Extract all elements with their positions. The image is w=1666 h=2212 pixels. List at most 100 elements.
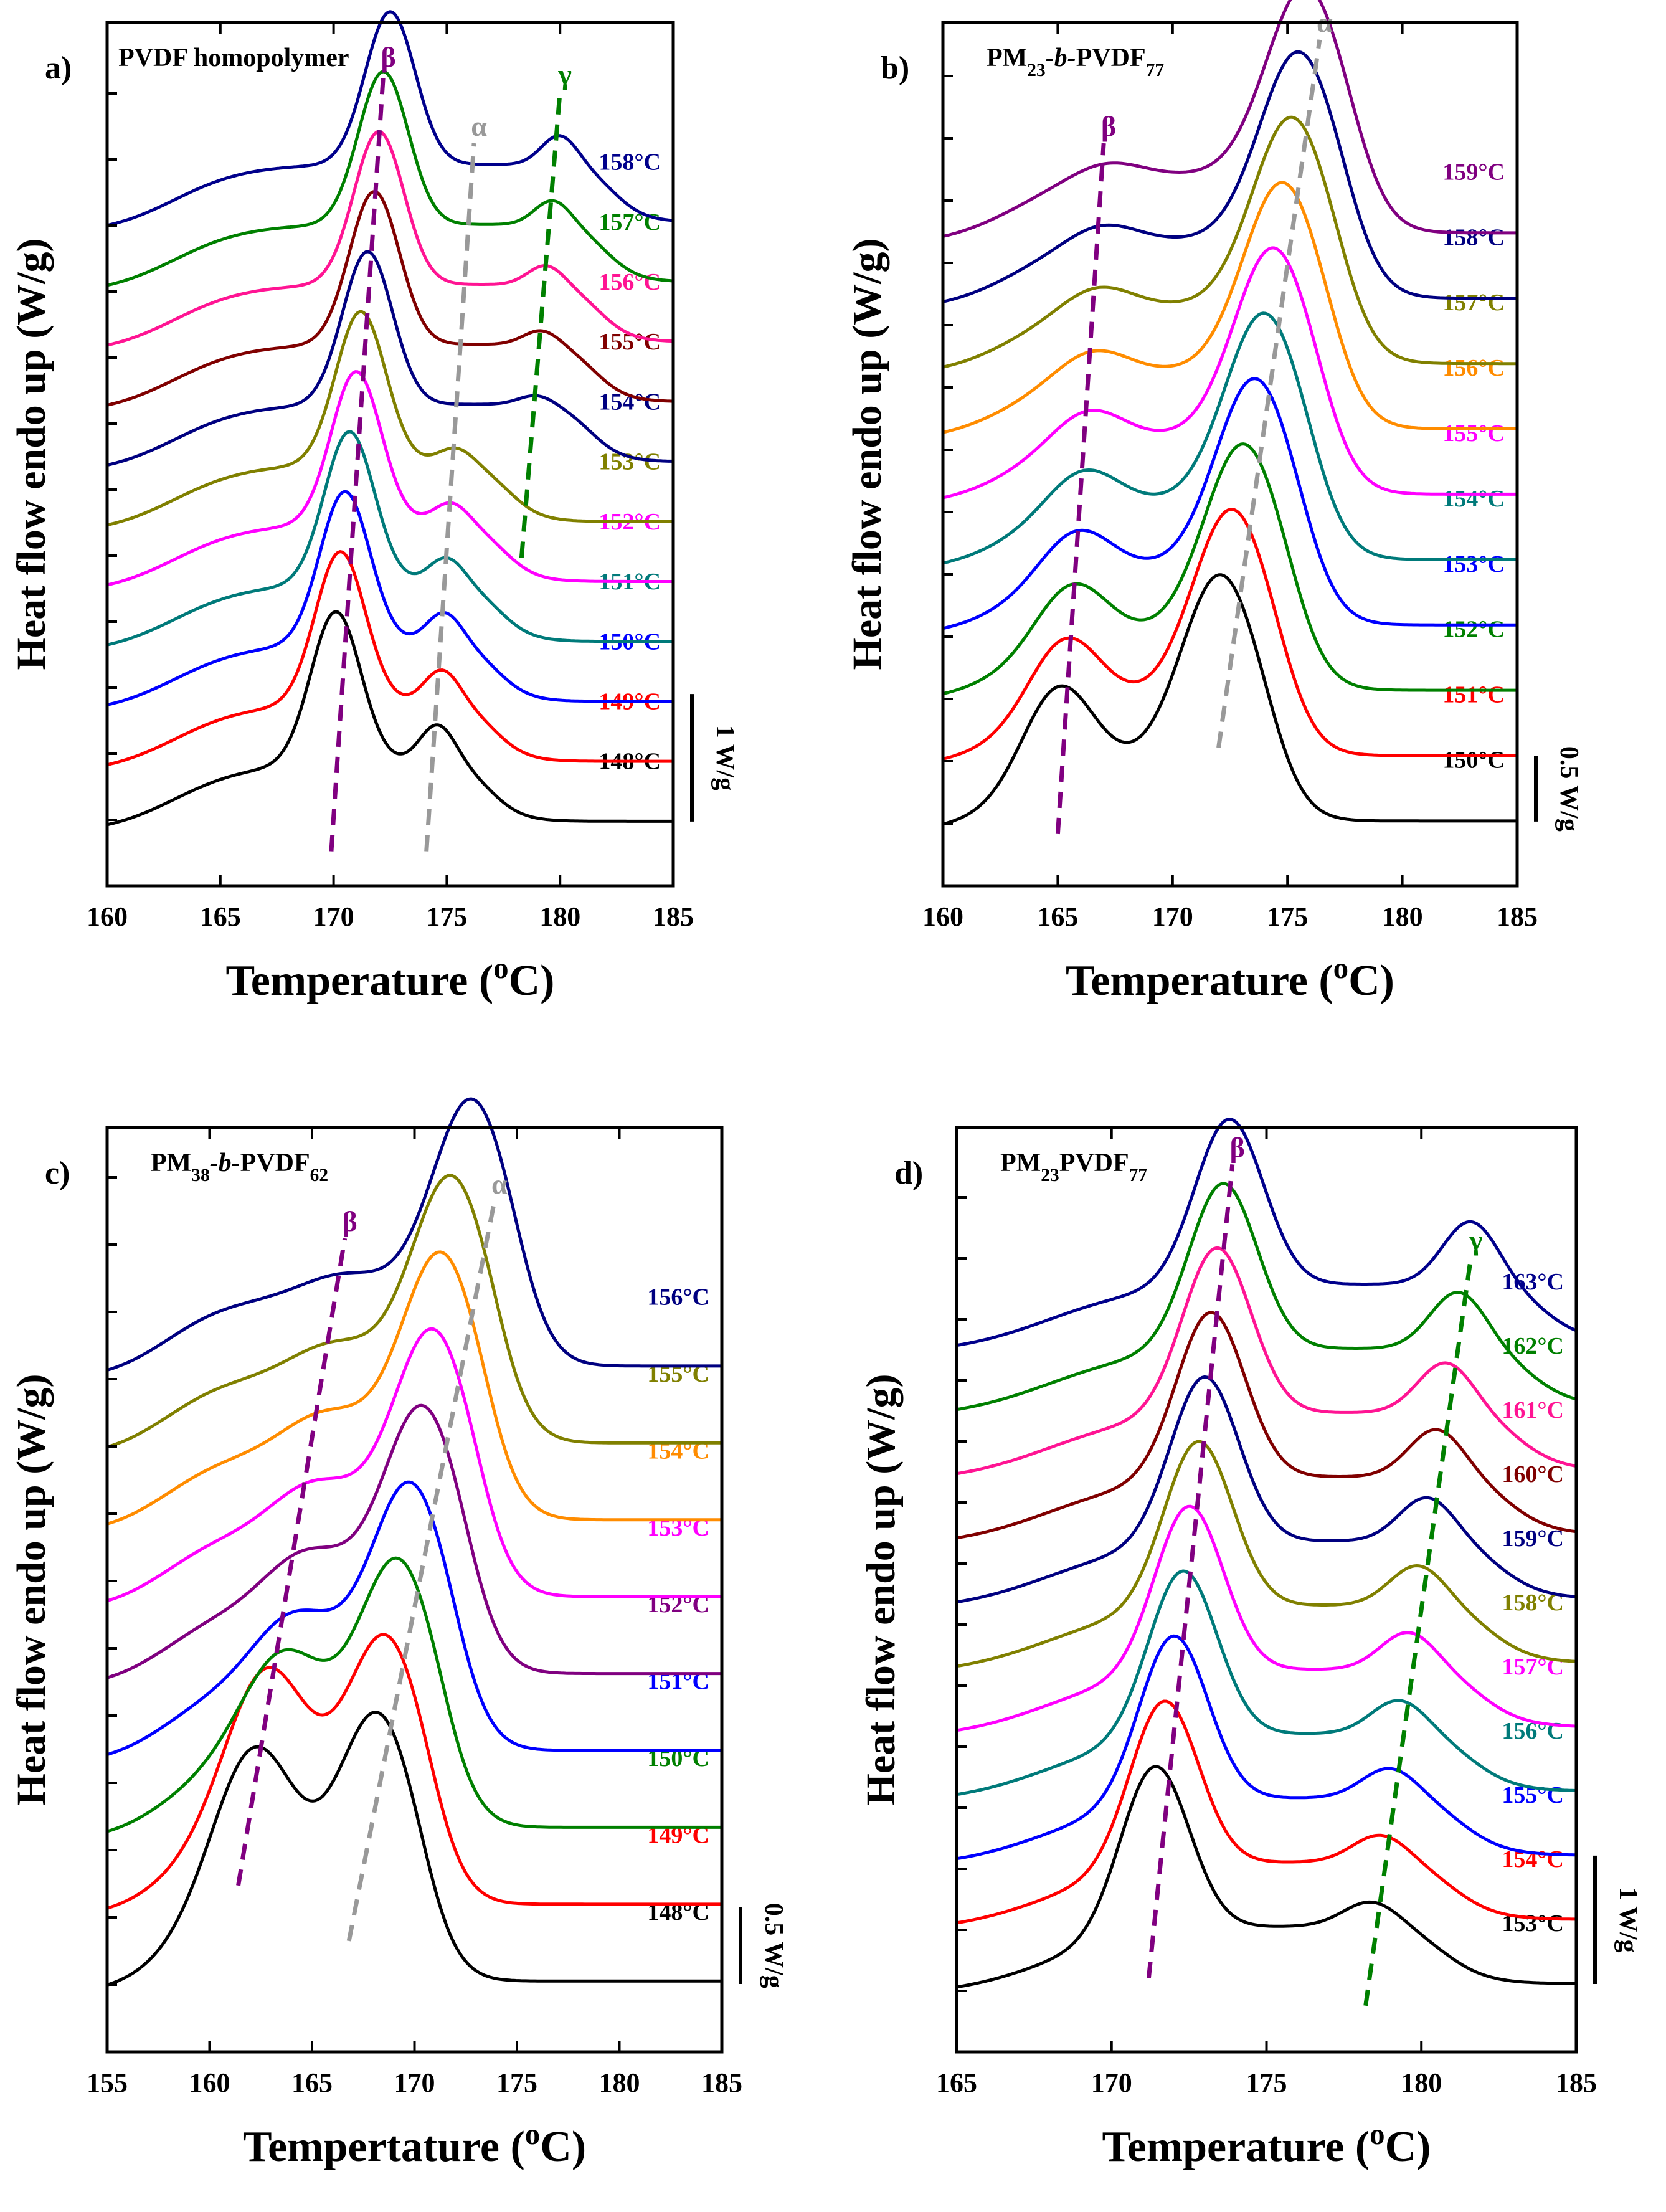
series-label: 162°C [1502, 1333, 1564, 1359]
x-tick-label: 165 [200, 901, 241, 932]
series-label: 154°C [599, 389, 661, 415]
series-label: 159°C [1502, 1526, 1564, 1552]
x-tick-label: 175 [1267, 901, 1308, 932]
series-curve [942, 377, 1517, 630]
series-label: 154°C [1442, 486, 1505, 512]
x-tick-label: 180 [1401, 2067, 1442, 2098]
series-curve [956, 1311, 1577, 1540]
guide-label: β [1101, 110, 1116, 142]
series-curve [106, 550, 673, 767]
x-tick-label: 175 [426, 901, 467, 932]
series-curve [106, 1556, 722, 1833]
series-curve [106, 610, 673, 827]
plot-frame [955, 1126, 1578, 2054]
series-label: 156°C [647, 1284, 709, 1311]
x-axis-label: Tempertature (oC) [243, 2117, 586, 2172]
series-label: 158°C [599, 150, 661, 176]
panel-a: 148°C149°C150°C151°C152°C153°C154°C155°C… [9, 10, 739, 1005]
series-label: 156°C [599, 269, 661, 295]
series-curve [942, 246, 1517, 500]
panel-letter: d) [894, 1156, 923, 1191]
x-tick-label: 160 [189, 2067, 230, 2098]
y-axis-label: Heat flow endo up (W/g) [9, 1374, 54, 1806]
x-tick-label: 180 [599, 2067, 640, 2098]
series-curve [106, 130, 674, 347]
panel-letter: a) [45, 50, 72, 86]
series-curve [106, 430, 673, 647]
series-curve [942, 115, 1517, 369]
x-tick-label: 185 [653, 901, 694, 932]
panel-b: 150°C 151°C 152°C 153°C 154°C 155°C 156°C 157°C… [845, 0, 1583, 1005]
guide-label: γ [557, 59, 572, 90]
x-tick-label: 185 [1497, 901, 1538, 932]
x-axis-label: Temperature (oC) [225, 951, 554, 1005]
series-curve [942, 311, 1517, 565]
x-tick-label: 165 [936, 2067, 977, 2098]
guide-label: α [471, 110, 487, 142]
x-tick-label: 165 [1037, 901, 1078, 932]
scale-bar-label: 1 W/g [1614, 1887, 1642, 1952]
series-label: 163°C [1502, 1269, 1564, 1295]
series-curve [106, 1480, 722, 1757]
series-curve [106, 1633, 722, 1910]
scale-bar-label: 1 W/g [711, 725, 739, 790]
panel-title: PVDF homopolymer [118, 44, 349, 72]
series-curve [956, 1634, 1577, 1861]
guide-line [1216, 39, 1322, 748]
x-tick-label: 185 [701, 2067, 742, 2098]
guide-label: α [491, 1169, 508, 1200]
guide-line [1363, 1256, 1474, 2006]
series-label: 157°C [1502, 1654, 1564, 1680]
x-tick-label: 170 [1091, 2067, 1132, 2098]
series-label: 151°C [1442, 682, 1505, 708]
x-tick-label: 155 [87, 2067, 128, 2098]
series-label: 160°C [1502, 1461, 1564, 1488]
series-curve [956, 1118, 1577, 1347]
x-tick-label: 180 [539, 901, 580, 932]
guide-label: β [343, 1205, 357, 1237]
plot-frame [105, 1126, 724, 2054]
x-tick-label: 170 [313, 901, 354, 932]
series-curve [956, 1182, 1577, 1412]
plot-frame [941, 21, 1519, 888]
y-axis-label: Heat flow endo up (W/g) [9, 239, 54, 670]
guide-line [519, 91, 562, 558]
series-label: 156°C [1442, 355, 1505, 381]
guide-label: β [1230, 1131, 1245, 1163]
panel-letter: c) [45, 1156, 70, 1191]
x-tick-label: 170 [1152, 901, 1193, 932]
series-curve [942, 442, 1517, 696]
series-label: 158°C [1442, 224, 1505, 250]
x-axis-label: Temperature (oC) [1066, 951, 1394, 1005]
x-tick-label: 165 [291, 2067, 333, 2098]
scale-bar-label: 0.5 W/g [1555, 746, 1583, 832]
guide-line [236, 1238, 348, 1886]
panel-letter: b) [881, 50, 909, 86]
panel-title: PM38-b-PVDF62 [151, 1149, 328, 1185]
guide-line [424, 143, 476, 852]
series-label: 161°C [1502, 1397, 1564, 1423]
series-curve [956, 1440, 1577, 1668]
series-curve [106, 70, 674, 287]
guide-line [1055, 143, 1106, 835]
plot-frame [105, 21, 675, 888]
series-curve [956, 1504, 1577, 1732]
guide-label: γ [1469, 1224, 1483, 1256]
x-axis-label: Temperature (oC) [1102, 2117, 1431, 2172]
panel-d: 153°C154°C155°C156°C157°C158°C159°C160°C… [858, 1118, 1642, 2172]
series-curve [106, 10, 674, 227]
panel-c: 148°C149°C150°C151°C152°C153°C154°C155°C… [9, 1097, 788, 2172]
series-curve [106, 1327, 722, 1603]
y-axis-label: Heat flow endo up (W/g) [845, 239, 890, 670]
panel-title: PM23-b-PVDF77 [987, 44, 1164, 80]
series-label: 153°C [1442, 551, 1505, 577]
series-curve [106, 250, 674, 467]
series-curve [106, 370, 673, 587]
series-label: 155°C [1442, 420, 1505, 447]
series-label: 157°C [1442, 290, 1505, 316]
x-tick-label: 170 [394, 2067, 435, 2098]
guide-label: β [381, 41, 395, 73]
x-tick-label: 180 [1382, 901, 1423, 932]
guide-line [346, 1201, 497, 1942]
